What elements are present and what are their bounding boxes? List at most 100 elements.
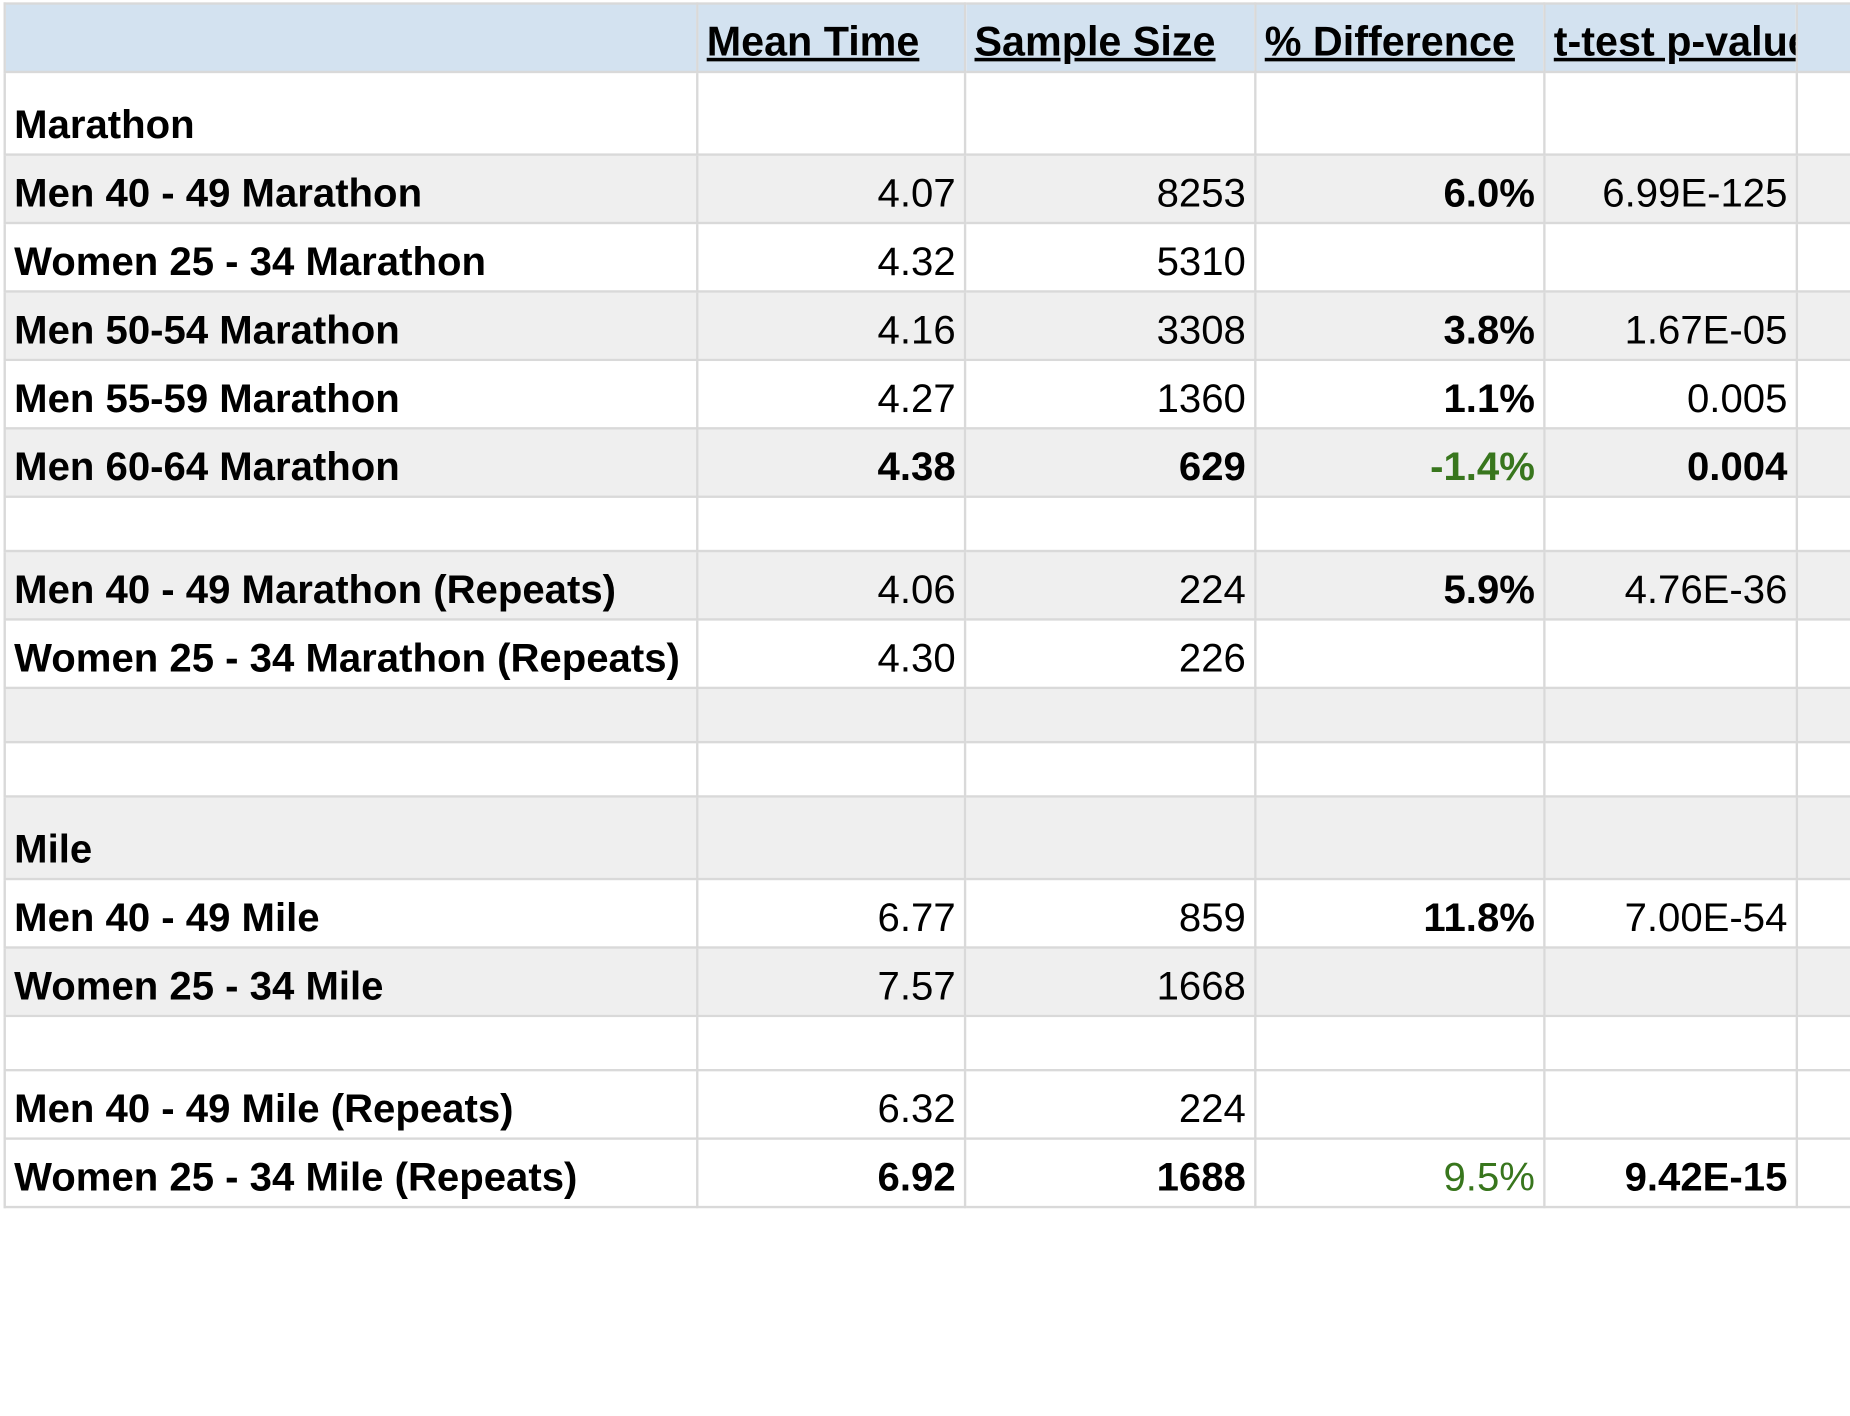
empty-cell[interactable] — [3, 686, 699, 744]
header-mean-time[interactable]: Mean Time — [696, 2, 967, 74]
empty-cell[interactable] — [1795, 495, 1850, 553]
row-label[interactable]: Men 40 - 49 Mile (Repeats) — [3, 1068, 699, 1140]
sample-size-cell[interactable]: 5310 — [963, 221, 1257, 293]
mean-time-cell[interactable]: 4.06 — [696, 549, 967, 621]
pct-diff-cell[interactable]: 6.0% — [1254, 153, 1546, 225]
row-label[interactable]: Men 50-54 Marathon — [3, 290, 699, 362]
sample-size-cell[interactable]: 224 — [963, 1068, 1257, 1140]
pct-diff-cell[interactable]: 1.1% — [1254, 358, 1546, 430]
mean-time-cell[interactable]: 7.57 — [696, 946, 967, 1018]
empty-cell[interactable] — [1795, 221, 1850, 293]
empty-cell[interactable] — [696, 70, 967, 156]
pct-diff-cell[interactable] — [1254, 618, 1546, 690]
p-value-cell[interactable] — [1543, 946, 1799, 1018]
mean-time-cell[interactable]: 4.16 — [696, 290, 967, 362]
empty-cell[interactable] — [963, 1014, 1257, 1072]
empty-cell[interactable] — [3, 495, 699, 553]
sample-size-cell[interactable]: 629 — [963, 427, 1257, 498]
sample-size-cell[interactable]: 8253 — [963, 153, 1257, 225]
empty-cell[interactable] — [1254, 495, 1546, 553]
empty-cell[interactable] — [696, 1014, 967, 1072]
row-label[interactable]: Men 40 - 49 Marathon — [3, 153, 699, 225]
empty-cell[interactable] — [1795, 153, 1850, 225]
header-extra-cell[interactable] — [1795, 2, 1850, 74]
pct-diff-cell[interactable] — [1254, 221, 1546, 293]
mean-time-cell[interactable]: 6.32 — [696, 1068, 967, 1140]
empty-cell[interactable] — [1795, 427, 1850, 498]
row-label[interactable]: Women 25 - 34 Mile (Repeats) — [3, 1137, 699, 1209]
p-value-cell[interactable]: 1.67E-05 — [1543, 290, 1799, 362]
empty-cell[interactable] — [696, 795, 967, 881]
empty-cell[interactable] — [963, 795, 1257, 881]
sample-size-cell[interactable]: 224 — [963, 549, 1257, 621]
p-value-cell[interactable]: 9.42E-15 — [1543, 1137, 1799, 1209]
mean-time-cell[interactable]: 4.38 — [696, 427, 967, 498]
row-label[interactable]: Men 60-64 Marathon — [3, 427, 699, 498]
section-title-marathon[interactable]: Marathon — [3, 70, 699, 156]
pct-diff-cell[interactable]: -1.4% — [1254, 427, 1546, 498]
empty-cell[interactable] — [1795, 946, 1850, 1018]
empty-cell[interactable] — [696, 495, 967, 553]
mean-time-cell[interactable]: 4.07 — [696, 153, 967, 225]
empty-cell[interactable] — [1795, 1014, 1850, 1072]
empty-cell[interactable] — [1254, 795, 1546, 881]
empty-cell[interactable] — [1795, 1137, 1850, 1209]
pct-diff-cell[interactable]: 9.5% — [1254, 1137, 1546, 1209]
empty-cell[interactable] — [1543, 70, 1799, 156]
empty-cell[interactable] — [963, 686, 1257, 744]
empty-cell[interactable] — [1795, 795, 1850, 881]
mean-time-cell[interactable]: 4.27 — [696, 358, 967, 430]
header-sample-size[interactable]: Sample Size — [963, 2, 1257, 74]
p-value-cell[interactable]: 6.99E-125 — [1543, 153, 1799, 225]
pct-diff-cell[interactable] — [1254, 1068, 1546, 1140]
empty-cell[interactable] — [696, 686, 967, 744]
sample-size-cell[interactable]: 859 — [963, 877, 1257, 949]
mean-time-cell[interactable]: 6.92 — [696, 1137, 967, 1209]
empty-cell[interactable] — [1254, 70, 1546, 156]
sample-size-cell[interactable]: 1668 — [963, 946, 1257, 1018]
header-pct-difference[interactable]: % Difference — [1254, 2, 1546, 74]
empty-cell[interactable] — [1254, 740, 1546, 798]
sample-size-cell[interactable]: 1360 — [963, 358, 1257, 430]
mean-time-cell[interactable]: 4.30 — [696, 618, 967, 690]
empty-cell[interactable] — [1795, 618, 1850, 690]
empty-cell[interactable] — [3, 1014, 699, 1072]
row-label[interactable]: Women 25 - 34 Marathon — [3, 221, 699, 293]
empty-cell[interactable] — [1795, 877, 1850, 949]
empty-cell[interactable] — [1795, 290, 1850, 362]
row-label[interactable]: Men 55-59 Marathon — [3, 358, 699, 430]
empty-cell[interactable] — [1543, 686, 1799, 744]
p-value-cell[interactable] — [1543, 618, 1799, 690]
p-value-cell[interactable]: 0.004 — [1543, 427, 1799, 498]
pct-diff-cell[interactable] — [1254, 946, 1546, 1018]
empty-cell[interactable] — [1543, 740, 1799, 798]
header-p-value[interactable]: t-test p-value — [1543, 2, 1799, 74]
pct-diff-cell[interactable]: 3.8% — [1254, 290, 1546, 362]
empty-cell[interactable] — [1795, 549, 1850, 621]
row-label[interactable]: Men 40 - 49 Marathon (Repeats) — [3, 549, 699, 621]
p-value-cell[interactable]: 4.76E-36 — [1543, 549, 1799, 621]
empty-cell[interactable] — [963, 740, 1257, 798]
row-label[interactable]: Women 25 - 34 Mile — [3, 946, 699, 1018]
p-value-cell[interactable]: 7.00E-54 — [1543, 877, 1799, 949]
p-value-cell[interactable] — [1543, 221, 1799, 293]
empty-cell[interactable] — [1795, 70, 1850, 156]
mean-time-cell[interactable]: 4.32 — [696, 221, 967, 293]
empty-cell[interactable] — [3, 740, 699, 798]
empty-cell[interactable] — [1795, 686, 1850, 744]
sample-size-cell[interactable]: 3308 — [963, 290, 1257, 362]
p-value-cell[interactable]: 0.005 — [1543, 358, 1799, 430]
empty-cell[interactable] — [1543, 495, 1799, 553]
empty-cell[interactable] — [1795, 358, 1850, 430]
empty-cell[interactable] — [1795, 740, 1850, 798]
pct-diff-cell[interactable]: 5.9% — [1254, 549, 1546, 621]
empty-cell[interactable] — [1795, 1068, 1850, 1140]
sample-size-cell[interactable]: 1688 — [963, 1137, 1257, 1209]
empty-cell[interactable] — [1543, 795, 1799, 881]
section-title-mile[interactable]: Mile — [3, 795, 699, 881]
sample-size-cell[interactable]: 226 — [963, 618, 1257, 690]
header-corner-cell[interactable] — [3, 2, 699, 74]
empty-cell[interactable] — [696, 740, 967, 798]
empty-cell[interactable] — [963, 70, 1257, 156]
mean-time-cell[interactable]: 6.77 — [696, 877, 967, 949]
